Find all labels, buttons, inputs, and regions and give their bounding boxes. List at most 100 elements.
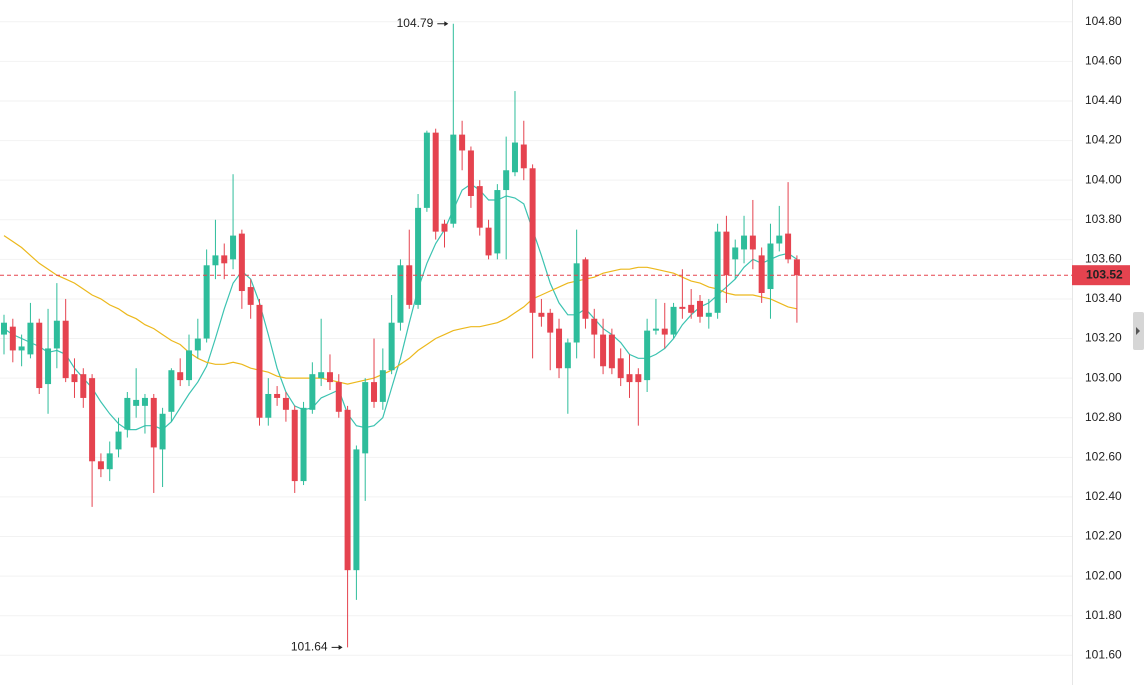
candle-body bbox=[159, 413, 166, 450]
last-price-box bbox=[1072, 265, 1130, 286]
candle-body bbox=[485, 227, 492, 256]
candle-body bbox=[397, 265, 404, 323]
y-tick-label: 102.00 bbox=[1085, 568, 1122, 582]
candle-body bbox=[212, 255, 219, 266]
candle-body bbox=[388, 322, 395, 371]
candle-body bbox=[141, 397, 148, 406]
y-tick-label: 103.60 bbox=[1085, 252, 1122, 266]
candle-body bbox=[767, 243, 774, 290]
candle-body bbox=[318, 372, 325, 379]
candle-body bbox=[538, 312, 545, 317]
candle-body bbox=[221, 255, 228, 264]
candle-body bbox=[230, 235, 237, 260]
candle-body bbox=[300, 407, 307, 482]
candle-body bbox=[741, 235, 748, 250]
candle-body bbox=[326, 372, 333, 383]
candle-body bbox=[556, 328, 563, 369]
candle-body bbox=[379, 370, 386, 402]
side-handle[interactable] bbox=[1133, 312, 1144, 350]
candle-body bbox=[415, 207, 422, 305]
candle-body bbox=[732, 247, 739, 260]
candle-body bbox=[432, 132, 439, 232]
y-tick-label: 103.40 bbox=[1085, 291, 1122, 305]
candle-body bbox=[71, 374, 78, 383]
candle-body bbox=[423, 132, 430, 208]
candle-body bbox=[150, 397, 157, 448]
y-tick-label: 102.20 bbox=[1085, 529, 1122, 543]
candle-body bbox=[27, 322, 34, 355]
y-tick-label: 103.20 bbox=[1085, 331, 1122, 345]
candle-body bbox=[256, 304, 263, 418]
y-tick-label: 104.80 bbox=[1085, 14, 1122, 28]
candle-body bbox=[785, 233, 792, 260]
candle-body bbox=[626, 374, 633, 383]
candle-body bbox=[62, 320, 69, 379]
candle-body bbox=[274, 393, 281, 398]
candle-body bbox=[89, 378, 96, 462]
candle-body bbox=[9, 326, 16, 351]
candle-body bbox=[441, 223, 448, 232]
moving-average-line bbox=[3, 235, 798, 385]
candle-body bbox=[749, 235, 756, 250]
candle-body bbox=[494, 190, 501, 254]
candle-body bbox=[124, 397, 131, 430]
y-tick-label: 102.60 bbox=[1085, 449, 1122, 463]
candle-body bbox=[503, 170, 510, 191]
low-marker-label: 101.64 bbox=[291, 640, 328, 654]
candle-body bbox=[45, 348, 52, 385]
candles bbox=[1, 23, 800, 648]
y-tick-label: 104.20 bbox=[1085, 133, 1122, 147]
candle-body bbox=[309, 374, 316, 410]
candle-body bbox=[18, 346, 25, 351]
high-marker-label: 104.79 bbox=[397, 16, 434, 30]
candle-body bbox=[529, 168, 536, 313]
y-tick-label: 102.80 bbox=[1085, 410, 1122, 424]
candle-body bbox=[371, 382, 378, 402]
candle-body bbox=[106, 453, 113, 470]
candle-body bbox=[362, 382, 369, 454]
y-axis: 104.80 104.60 104.40 104.20 104.00 103.80 103.… bbox=[0, 14, 1130, 661]
candle-body bbox=[133, 399, 140, 406]
candle-body bbox=[776, 235, 783, 244]
candle-body bbox=[186, 350, 193, 381]
candle-body bbox=[723, 231, 730, 276]
candle-body bbox=[679, 306, 686, 309]
candle-body bbox=[520, 144, 527, 169]
candle-body bbox=[688, 304, 695, 313]
candle-body bbox=[511, 142, 518, 173]
candle-body bbox=[282, 397, 289, 410]
candle-body bbox=[670, 306, 677, 335]
last-price-label: 103.52 bbox=[1086, 267, 1123, 281]
y-tick-label: 102.40 bbox=[1085, 489, 1122, 503]
candle-body bbox=[238, 233, 245, 292]
candle-body bbox=[476, 186, 483, 228]
candle-body bbox=[177, 372, 184, 381]
candle-body bbox=[450, 134, 457, 224]
candle-body bbox=[758, 255, 765, 294]
y-tick-label: 103.00 bbox=[1085, 370, 1122, 384]
candle-body bbox=[591, 318, 598, 335]
candle-body bbox=[1, 322, 7, 335]
candle-body bbox=[793, 259, 800, 276]
candle-body bbox=[467, 150, 474, 196]
y-tick-label: 104.40 bbox=[1085, 93, 1122, 107]
y-tick-label: 101.80 bbox=[1085, 608, 1122, 622]
candle-body bbox=[714, 231, 721, 313]
y-tick-label: 104.00 bbox=[1085, 172, 1122, 186]
candle-body bbox=[203, 265, 210, 339]
candle-body bbox=[265, 393, 272, 418]
candle-body bbox=[705, 312, 712, 317]
candle-body bbox=[80, 374, 87, 398]
candle-body bbox=[335, 382, 342, 412]
candle-body bbox=[168, 370, 175, 412]
y-tick-label: 103.80 bbox=[1085, 212, 1122, 226]
y-tick-label: 104.60 bbox=[1085, 54, 1122, 68]
candle-body bbox=[644, 330, 651, 381]
candle-body bbox=[582, 259, 589, 319]
candle-body bbox=[36, 322, 43, 389]
candle-body bbox=[547, 312, 554, 333]
candle-body bbox=[247, 287, 254, 305]
